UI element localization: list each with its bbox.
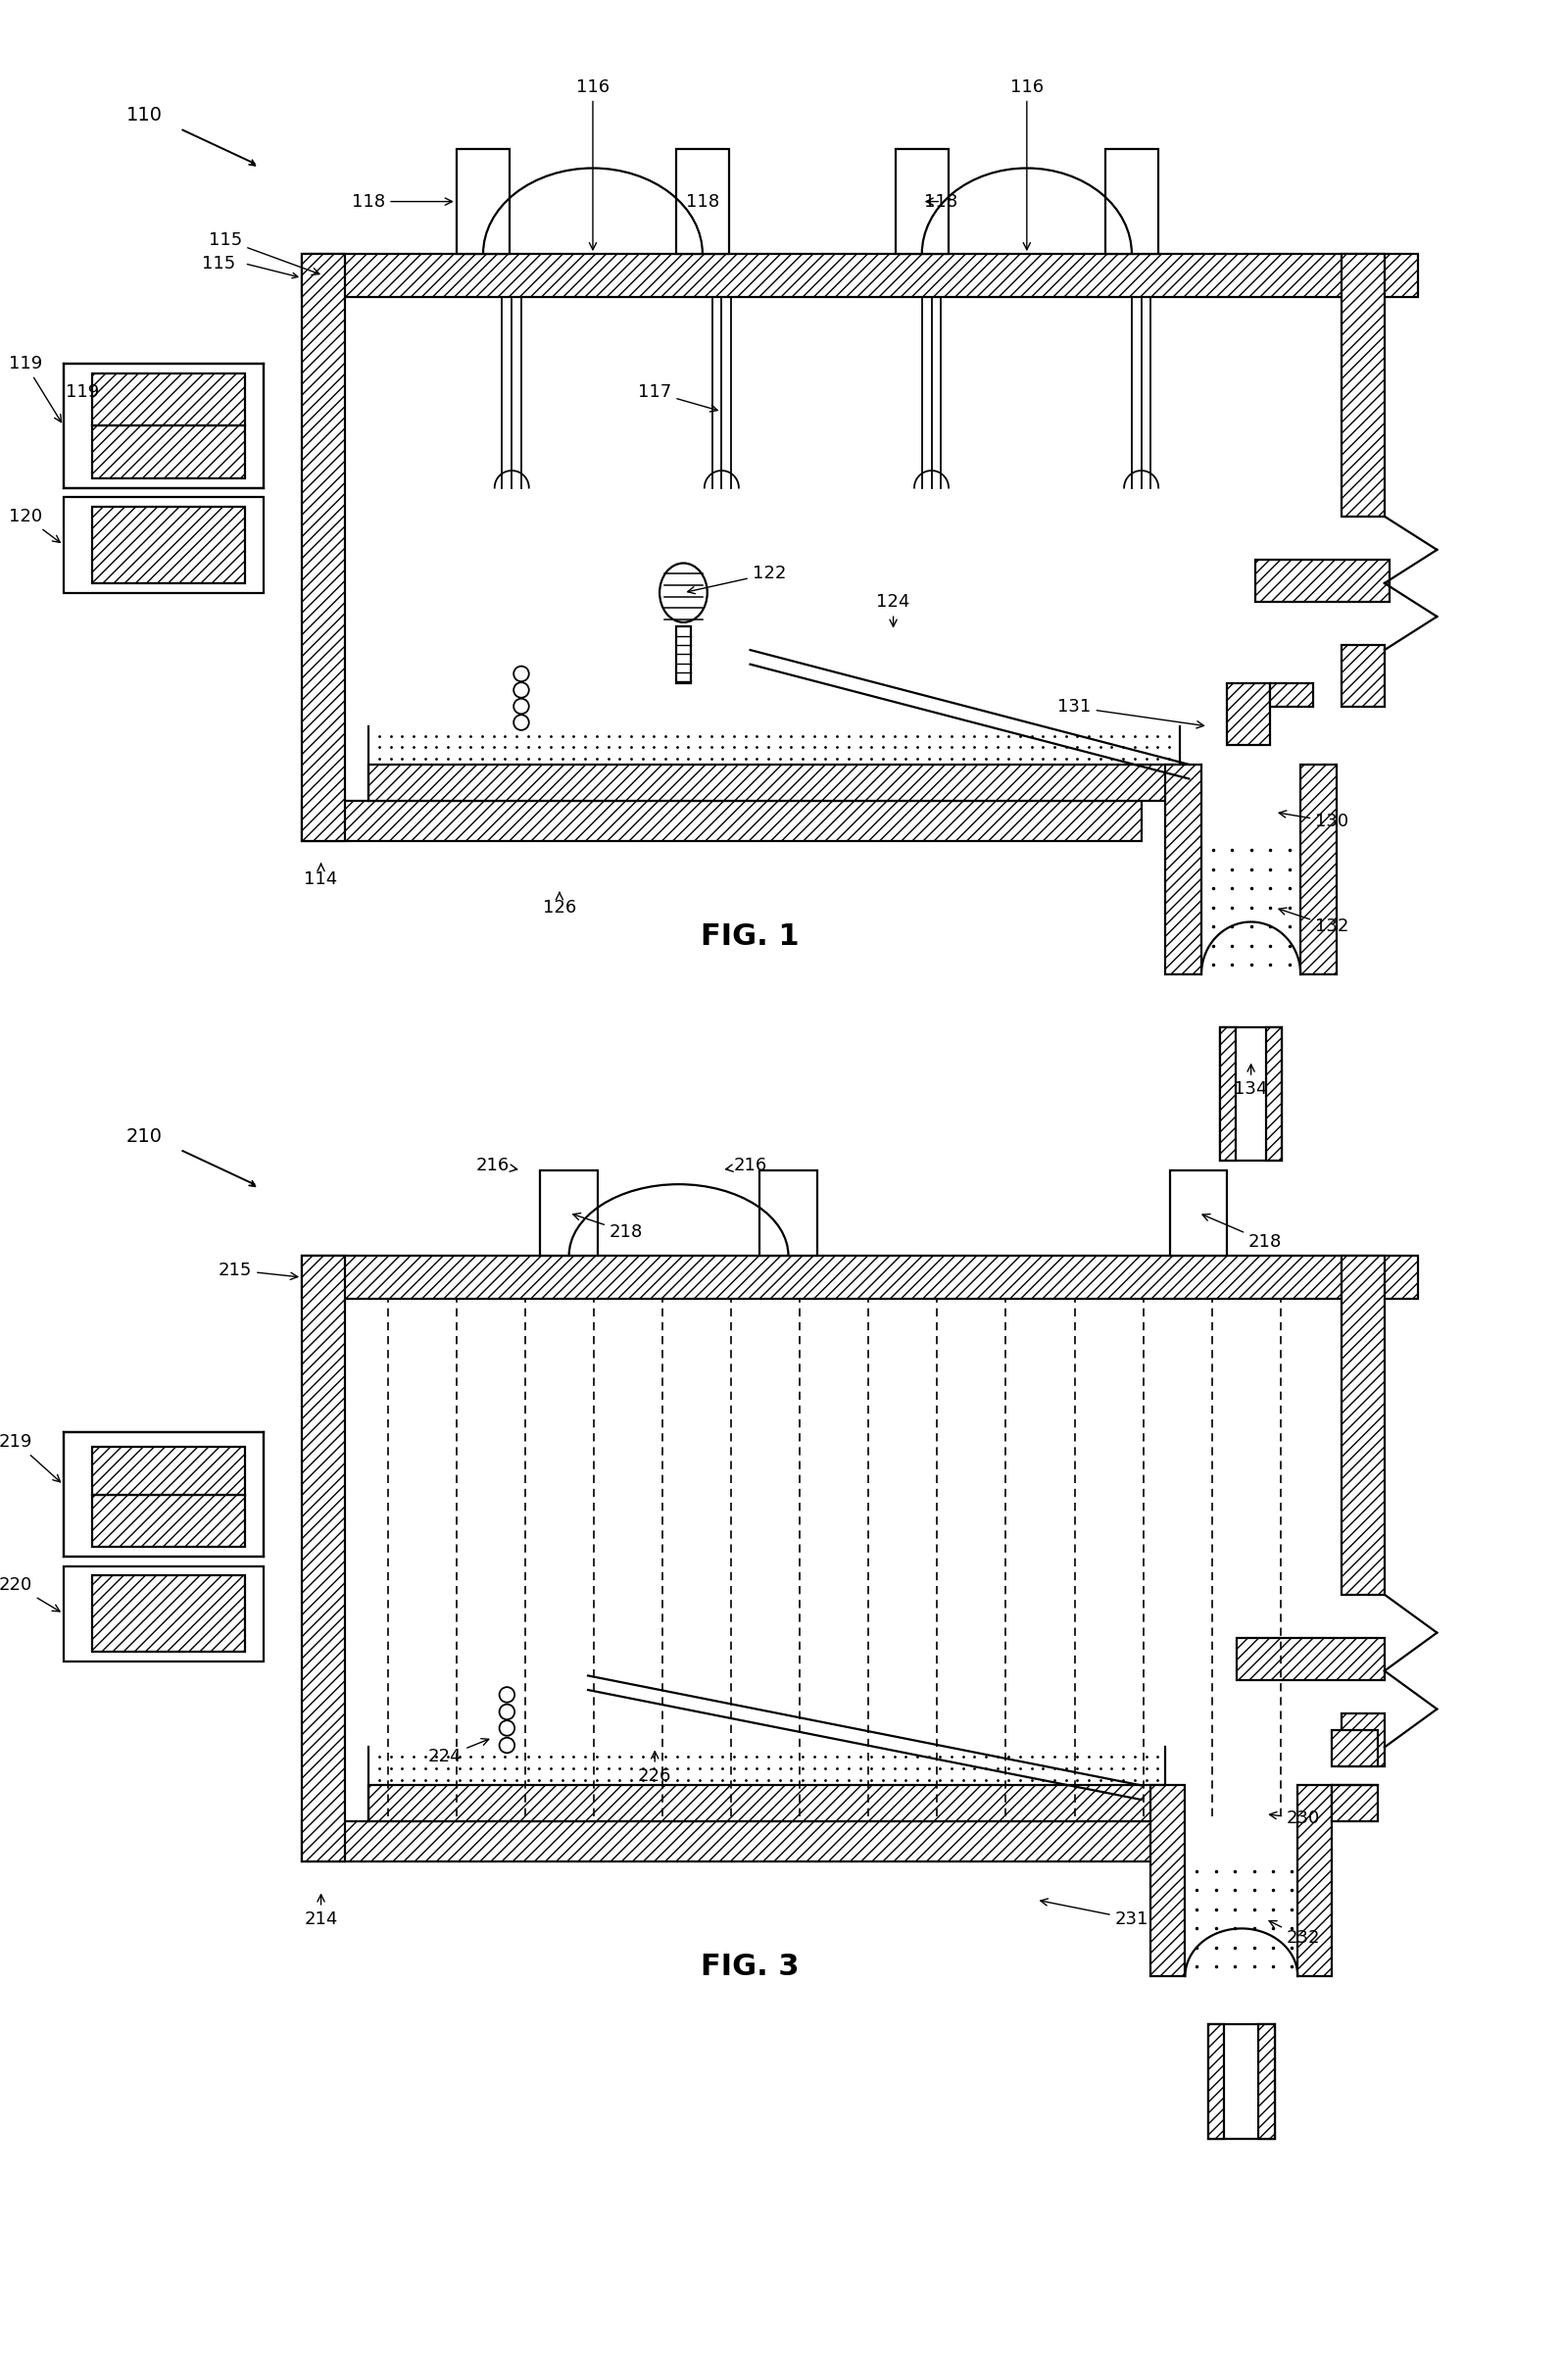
Text: 224: 224 [428,1737,489,1766]
Bar [675,626,691,683]
Bar [302,1257,1418,1299]
Text: 115: 115 [202,255,234,271]
Text: 220: 220 [0,1576,59,1611]
Bar [1332,1730,1379,1766]
Text: 130: 130 [1279,812,1349,831]
Bar [92,1576,245,1652]
Bar [369,764,1180,800]
Text: 131: 131 [1058,697,1204,728]
Bar [1227,683,1271,745]
Text: 215: 215 [219,1261,297,1280]
Text: 216: 216 [725,1157,767,1173]
Bar [302,800,1141,840]
Text: 110: 110 [127,107,163,126]
Bar [1341,1257,1385,1595]
Text: 124: 124 [877,593,910,626]
Bar [92,1447,245,1495]
Bar [1341,1714,1385,1766]
Bar [92,507,245,583]
Bar [64,364,264,488]
Text: 118: 118 [352,193,452,209]
Ellipse shape [660,564,708,621]
Bar [1341,255,1385,516]
Bar [302,1821,1180,1861]
Bar [541,1171,597,1257]
Text: 219: 219 [0,1433,61,1483]
Bar [1164,764,1202,973]
Text: 116: 116 [1010,79,1044,250]
Bar [1300,764,1336,973]
Bar [64,1566,264,1661]
Bar [1341,645,1385,707]
Bar [1236,1637,1385,1680]
Text: 230: 230 [1269,1809,1321,1828]
Bar [1266,1026,1282,1161]
Text: 118: 118 [686,193,719,209]
Bar [760,1171,817,1257]
Bar [1297,1785,1332,1975]
Bar [302,255,1418,298]
Text: FIG. 3: FIG. 3 [700,1952,799,1980]
Text: 120: 120 [8,507,59,543]
Bar [302,255,345,840]
Text: 118: 118 [924,193,958,209]
Bar [1221,1026,1236,1161]
Bar [456,150,510,255]
Text: FIG. 1: FIG. 1 [700,921,800,950]
Text: 122: 122 [688,564,786,593]
Bar [1169,1171,1227,1257]
Text: 119: 119 [66,383,100,402]
Bar [369,1785,1164,1821]
Text: 232: 232 [1269,1921,1321,1947]
Bar [675,150,730,255]
Text: 116: 116 [577,79,610,250]
Text: 210: 210 [127,1128,163,1145]
Text: 134: 134 [1235,1064,1268,1097]
Bar [896,150,949,255]
Bar [1255,559,1390,602]
Bar [1258,2023,1275,2137]
Bar [64,1433,264,1557]
Bar [1271,683,1313,707]
Text: 216: 216 [475,1157,517,1173]
Bar [92,426,245,478]
Text: 119: 119 [8,355,61,421]
Text: 117: 117 [638,383,717,412]
Bar [1105,150,1158,255]
Text: 114: 114 [305,864,338,888]
Bar [92,1495,245,1547]
Bar [302,1257,345,1861]
Bar [64,497,264,593]
Bar [92,374,245,426]
Bar [1150,1785,1185,1975]
Text: 218: 218 [1202,1214,1282,1250]
Bar [1332,1785,1379,1821]
Bar [1208,2023,1275,2137]
Text: 132: 132 [1279,907,1349,935]
Text: 214: 214 [305,1894,338,1928]
Text: 115: 115 [209,231,319,276]
Text: 231: 231 [1041,1899,1149,1928]
Text: 126: 126 [542,892,577,916]
Bar [1208,2023,1224,2137]
Text: 218: 218 [574,1214,642,1240]
Text: 226: 226 [638,1752,672,1785]
Bar [1221,1026,1282,1161]
